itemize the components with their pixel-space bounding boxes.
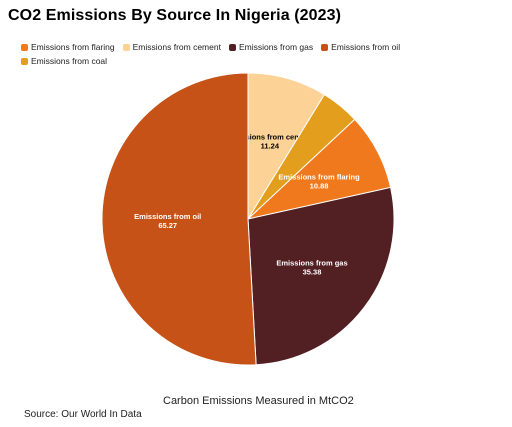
legend-swatch bbox=[122, 43, 130, 51]
slice-value: 65.27 bbox=[158, 221, 177, 230]
legend-swatch bbox=[321, 43, 329, 51]
legend-item: Emissions from gas bbox=[228, 41, 314, 53]
slice-label: Emissions from oil bbox=[134, 212, 201, 221]
chart-footnote: Carbon Emissions Measured in MtCO2 bbox=[163, 395, 354, 407]
legend-item: Emissions from oil bbox=[321, 41, 400, 53]
pie-slice bbox=[101, 72, 257, 366]
legend-label: Emissions from coal bbox=[31, 56, 108, 66]
legend-item: Emissions from flaring bbox=[21, 41, 115, 53]
slice-value: 35.38 bbox=[303, 268, 322, 277]
legend-item: Emissions from coal bbox=[21, 55, 107, 67]
slice-label: Emissions from gas bbox=[276, 259, 347, 268]
slice-value: 10.88 bbox=[310, 182, 329, 191]
legend-swatch bbox=[21, 43, 28, 51]
chart-title: CO2 Emissions By Source In Nigeria (2023… bbox=[8, 7, 342, 24]
chart-legend: Emissions from flaring Emissions from cem… bbox=[21, 41, 441, 67]
legend-label: Emissions from cement bbox=[132, 42, 221, 52]
slice-label: Emissions from cement bbox=[228, 133, 313, 142]
legend-swatch bbox=[21, 57, 28, 65]
legend-label: Emissions from oil bbox=[331, 42, 401, 52]
slice-label: Emissions from flaring bbox=[278, 173, 360, 182]
slice-value: 11.24 bbox=[261, 142, 280, 151]
source-note: Source: Our World In Data bbox=[24, 409, 142, 420]
legend-swatch bbox=[228, 43, 236, 51]
legend-item: Emissions from cement bbox=[122, 41, 221, 53]
legend-label: Emissions from gas bbox=[238, 42, 314, 52]
legend-label: Emissions from flaring bbox=[31, 42, 115, 52]
pie-slice bbox=[247, 186, 395, 366]
